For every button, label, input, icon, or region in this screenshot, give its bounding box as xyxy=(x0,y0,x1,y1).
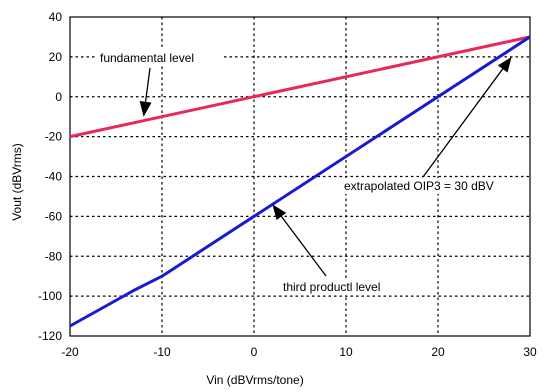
annotations: fundamental level third productl level ext… xyxy=(97,50,515,295)
y-tick-label: -100 xyxy=(38,289,62,303)
annotation-arrow-head xyxy=(497,56,512,73)
y-tick-label: -60 xyxy=(45,209,63,223)
annotation-background xyxy=(341,178,515,194)
x-tick-label: 0 xyxy=(251,345,258,359)
x-tick-label: 30 xyxy=(523,345,537,359)
annotation-background xyxy=(97,50,221,66)
y-tick-label: -20 xyxy=(45,130,63,144)
annotation-background xyxy=(280,279,402,295)
y-tick-label: -40 xyxy=(45,170,63,184)
x-tick-label: 10 xyxy=(339,345,353,359)
series-layer xyxy=(69,35,531,328)
annotation-arrow-head xyxy=(139,101,152,117)
annotation-arrow-shaft xyxy=(280,216,327,277)
y-tick-label: 20 xyxy=(49,50,63,64)
y-tick-label: -120 xyxy=(38,329,62,343)
annotation-label: third productl level xyxy=(283,280,380,294)
y-axis-label: Vout (dBVrms) xyxy=(10,143,24,221)
x-tick-label: -10 xyxy=(153,345,171,359)
annotation-label: extrapolated OIP3 = 30 dBV xyxy=(344,179,494,193)
annotation-arrow-head xyxy=(272,204,287,221)
plot-frame xyxy=(69,16,531,337)
series-line-third-productl-level xyxy=(69,35,531,328)
x-tick-label: -20 xyxy=(61,345,79,359)
series-line-fundamental-level xyxy=(69,35,531,139)
x-axis-label: Vin (dBVrms/tone) xyxy=(206,373,303,387)
annotation-label: fundamental level xyxy=(100,51,194,65)
annotation-arrow-shaft xyxy=(422,68,504,178)
y-tick-label: 0 xyxy=(55,90,62,104)
annotation-arrow-shaft xyxy=(144,67,151,102)
y-tick-label: 40 xyxy=(49,10,63,24)
y-tick-label: -80 xyxy=(45,249,63,263)
x-tick-label: 20 xyxy=(431,345,445,359)
